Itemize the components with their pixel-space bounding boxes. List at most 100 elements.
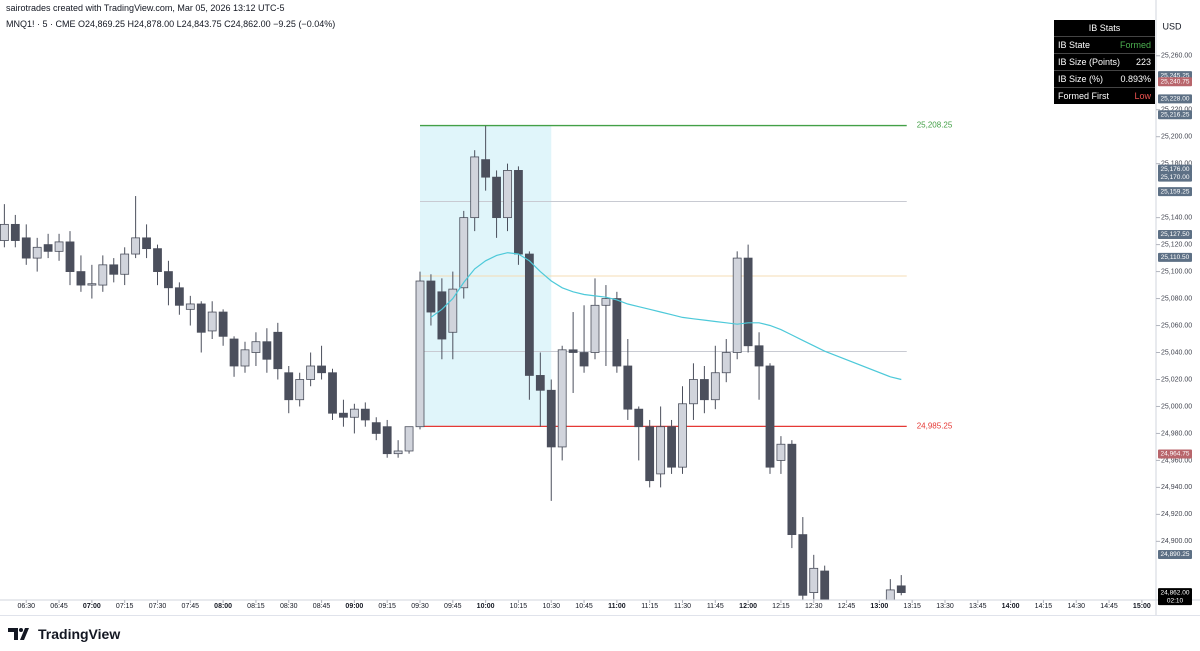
y-tick-label: 25,000.00 (1161, 403, 1192, 410)
x-tick-label: 09:15 (378, 603, 396, 610)
x-tick-label: 10:00 (477, 603, 495, 610)
row-value: Formed (1119, 40, 1151, 50)
candle-body (426, 280, 436, 313)
table-row: Formed First Low (1054, 87, 1155, 104)
x-tick-label: 13:00 (870, 603, 888, 610)
y-tick-label: 24,920.00 (1161, 511, 1192, 518)
candle-body (678, 403, 687, 468)
x-tick-label: 13:30 (936, 603, 954, 610)
candle-body (437, 291, 447, 340)
price-label-box (1158, 77, 1192, 87)
x-tick-label: 10:45 (575, 603, 593, 610)
price-label-box (1158, 94, 1192, 104)
candle-body (207, 311, 217, 332)
x-tick-label: 13:15 (903, 603, 921, 610)
table-title-text: IB Stats (1088, 23, 1121, 33)
candle-body (306, 365, 316, 380)
currency: USD (1162, 21, 1182, 31)
candle-body (251, 341, 261, 353)
price-label-box (1158, 252, 1192, 262)
y-tick-label: 25,060.00 (1161, 322, 1192, 329)
candle-body (43, 244, 53, 252)
candle-body (131, 237, 141, 255)
candle-body (470, 156, 480, 219)
logo-icon (8, 627, 29, 640)
candle-body (743, 257, 753, 347)
candle-body (32, 246, 42, 259)
attribution: sairotrades created with TradingView.com… (6, 3, 285, 13)
x-tick-label: 06:30 (17, 603, 35, 610)
x-tick-label: 15:00 (1133, 603, 1151, 610)
price-label: 24,964.75 (1161, 451, 1190, 458)
candle-body (0, 223, 9, 241)
price-label-box (1158, 172, 1192, 182)
candle-body (667, 426, 676, 468)
candle-body (535, 375, 545, 391)
candle-body (273, 331, 283, 370)
candle-body (754, 345, 764, 367)
ib-level-label: 24,985.25 (917, 421, 953, 430)
row-label: IB State (1058, 40, 1091, 50)
candle-body (415, 280, 425, 428)
candle-body (174, 287, 184, 306)
x-tick-label: 12:15 (772, 603, 790, 610)
candle-body (514, 170, 523, 255)
candle-body (185, 303, 195, 310)
candle-body (634, 408, 644, 428)
candle-body (164, 271, 173, 289)
candle-body (689, 379, 698, 405)
axes: 25,260.0025,220.0025,200.0025,180.0025,1… (17, 53, 1192, 610)
y-tick-label: 25,260.00 (1161, 53, 1192, 60)
y-tick-label: 25,080.00 (1161, 295, 1192, 302)
y-tick-label: 25,220.00 (1161, 107, 1192, 114)
y-tick-label: 24,960.00 (1161, 457, 1192, 464)
price-label-box (1158, 449, 1192, 459)
x-tick-label: 14:15 (1035, 603, 1053, 610)
price-label: 24,862.00 (1161, 589, 1190, 596)
candle-body (349, 408, 359, 418)
x-tick-label: 10:15 (510, 603, 528, 610)
candle-body (240, 349, 250, 367)
x-tick-label: 12:00 (739, 603, 757, 610)
candle-body (798, 534, 808, 596)
candle-body (382, 426, 392, 455)
row-value: Low (1134, 91, 1151, 101)
x-tick-label: 13:45 (969, 603, 987, 610)
candle-body (492, 176, 501, 219)
x-tick-label: 09:00 (345, 603, 363, 610)
y-tick-label: 25,040.00 (1161, 349, 1192, 356)
x-tick-label: 08:30 (280, 603, 298, 610)
candle-body (623, 365, 633, 410)
x-tick-label: 08:00 (214, 603, 232, 610)
y-tick-label: 25,140.00 (1161, 214, 1192, 221)
candle-body (459, 217, 469, 289)
candle-body (557, 349, 567, 448)
candle-body (699, 379, 709, 401)
table-title: IB Stats (1054, 20, 1155, 36)
x-tick-label: 06:45 (50, 603, 68, 610)
candle-body (524, 253, 534, 376)
footer: TradingView (0, 615, 1200, 651)
candle-body (87, 283, 97, 286)
x-tick-label: 07:00 (83, 603, 101, 610)
row-label: IB Size (%) (1058, 74, 1104, 84)
y-tick-label: 25,200.00 (1161, 134, 1192, 141)
candle-body (721, 352, 731, 374)
row-label: IB Size (Points) (1058, 57, 1121, 67)
price-label: 25,228.00 (1161, 96, 1190, 103)
price-label-box (1158, 164, 1192, 174)
candle-body (820, 570, 830, 600)
moving-average (430, 252, 902, 381)
y-tick-label: 24,940.00 (1161, 484, 1192, 491)
price-label-note: 02:10 (1167, 597, 1184, 604)
x-tick-label: 14:45 (1100, 603, 1118, 610)
brand: TradingView (38, 625, 121, 642)
price-label: 25,110.50 (1161, 254, 1190, 261)
table-row: IB Size (%) 0.893% (1054, 70, 1155, 87)
candle-body (65, 241, 75, 272)
price-label: 24,890.25 (1161, 551, 1190, 558)
candle-body (809, 567, 819, 594)
y-tick-label: 25,100.00 (1161, 268, 1192, 275)
candle-body (645, 426, 655, 482)
x-tick-label: 12:45 (838, 603, 856, 610)
